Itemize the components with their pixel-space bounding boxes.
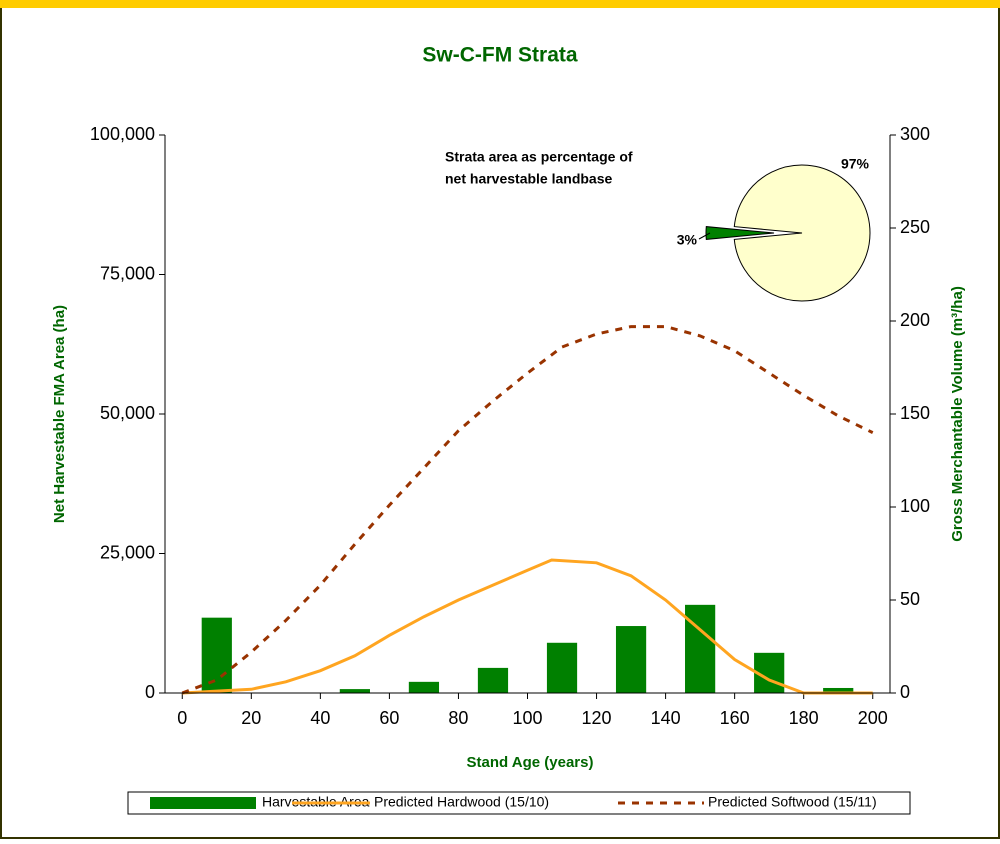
pie-slice: [733, 164, 871, 302]
x-tick-label: 140: [651, 708, 681, 728]
bar: [201, 617, 232, 693]
y2-tick-label: 100: [900, 496, 930, 516]
pie-slice: [705, 226, 775, 240]
y-tick-label: 25,000: [100, 542, 155, 562]
pie-label: 3%: [677, 232, 698, 248]
x-tick-label: 20: [241, 708, 261, 728]
pie-label: 97%: [841, 156, 870, 172]
x-tick-label: 0: [177, 708, 187, 728]
legend-box: [127, 791, 911, 815]
y2-tick-label: 0: [900, 682, 910, 702]
bar: [823, 687, 854, 693]
chart-title: Sw-C-FM Strata: [422, 44, 577, 67]
line-series: [182, 558, 873, 695]
y2-tick-label: 50: [900, 589, 920, 609]
bar: [685, 604, 716, 693]
y2-tick-label: 150: [900, 403, 930, 423]
x-axis-label: Stand Age (years): [467, 754, 594, 771]
bar: [546, 642, 578, 693]
bar: [339, 689, 370, 693]
pie-leader: [698, 232, 711, 240]
y2-tick-label: 200: [900, 310, 930, 330]
y2-tick-label: 250: [900, 217, 930, 237]
y2-axis-label: Gross Merchantable Volume (m³/ha): [949, 286, 966, 542]
bar: [615, 626, 647, 693]
top-strip: [0, 0, 1000, 8]
x-tick-label: 200: [858, 708, 888, 728]
y-axis-label: Net Harvestable FMA Area (ha): [51, 305, 68, 523]
x-tick-label: 80: [448, 708, 468, 728]
x-tick-label: 180: [789, 708, 819, 728]
legend: Harvestable AreaPredicted Hardwood (15/1…: [150, 794, 877, 810]
x-tick-label: 60: [379, 708, 399, 728]
x-tick-label: 160: [720, 708, 750, 728]
legend-swatch: [150, 797, 256, 809]
pie-title: Strata area as percentage of: [445, 149, 633, 165]
pie-title: net harvestable landbase: [445, 171, 613, 187]
legend-label: Predicted Hardwood (15/10): [374, 794, 549, 810]
bar: [408, 681, 440, 693]
y2-tick-label: 300: [900, 124, 930, 144]
bar: [477, 667, 509, 693]
legend-label: Predicted Softwood (15/11): [708, 794, 877, 810]
y-tick-label: 50,000: [100, 403, 155, 423]
y-tick-label: 75,000: [100, 263, 155, 283]
x-tick-label: 120: [582, 708, 612, 728]
line-series: [181, 325, 874, 695]
x-tick-label: 40: [310, 708, 330, 728]
y-tick-label: 100,000: [90, 124, 155, 144]
y-tick-label: 0: [145, 682, 155, 702]
x-tick-label: 100: [512, 708, 542, 728]
